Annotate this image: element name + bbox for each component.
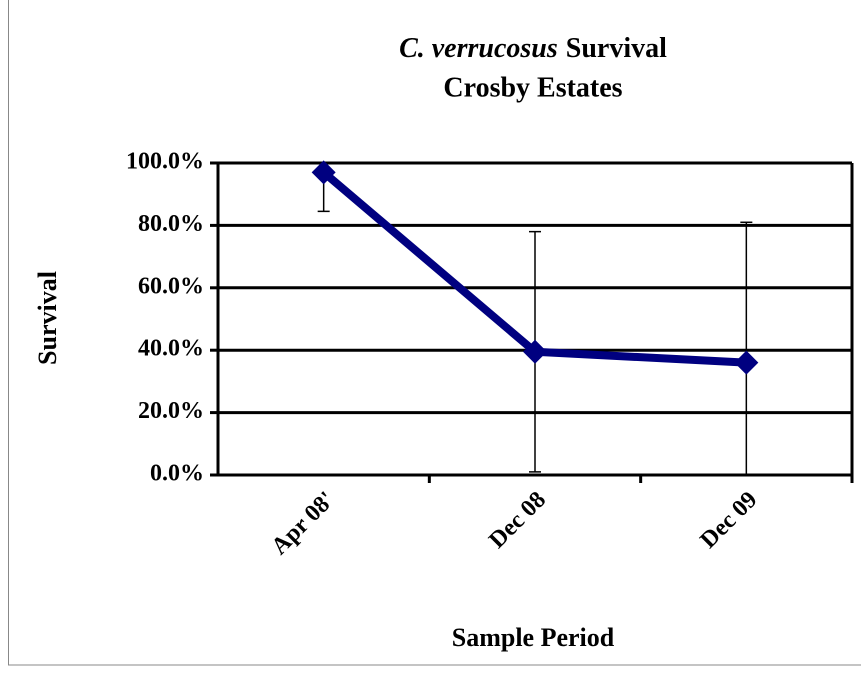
x-tick-label: Dec 08 bbox=[484, 487, 551, 554]
plot-area bbox=[317, 163, 753, 475]
data-point bbox=[734, 350, 759, 375]
x-axis-title: Sample Period bbox=[452, 623, 615, 652]
title-text: Survival bbox=[566, 33, 667, 64]
y-axis-title: Survival bbox=[33, 271, 62, 365]
chart-subtitle: Crosby Estates bbox=[443, 72, 622, 103]
y-tick-label: 100.0% bbox=[126, 149, 204, 175]
y-tick-label: 0.0% bbox=[150, 461, 204, 487]
x-tick-label: Dec 09 bbox=[696, 487, 763, 554]
y-tick-label: 40.0% bbox=[138, 336, 204, 362]
chart-border bbox=[8, 0, 861, 666]
y-tick-label: 80.0% bbox=[138, 211, 204, 237]
y-tick-label: 60.0% bbox=[138, 273, 204, 299]
y-tick-label: 20.0% bbox=[138, 398, 204, 424]
x-tick-label: Apr 08' bbox=[267, 487, 340, 560]
data-point bbox=[311, 160, 336, 185]
title-species: C. verrucosus bbox=[399, 33, 558, 64]
data-point bbox=[523, 339, 547, 364]
chart-title: C. verrucosus Survival bbox=[399, 33, 667, 64]
